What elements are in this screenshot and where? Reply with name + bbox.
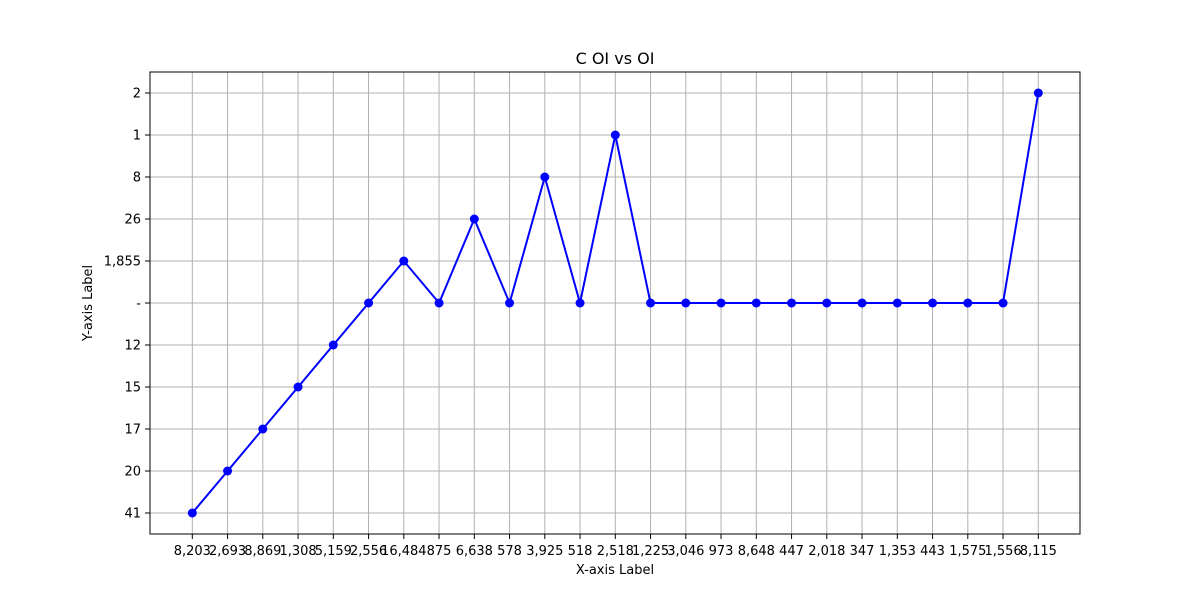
y-tick-label: 2 xyxy=(133,87,141,102)
y-tick-label: 17 xyxy=(124,423,141,438)
x-tick-label: 2,556 xyxy=(350,544,387,559)
data-point xyxy=(1033,88,1043,98)
x-tick-label: 8,203 xyxy=(174,544,211,559)
x-tick-label: 1,353 xyxy=(879,544,916,559)
x-tick-label: 1,308 xyxy=(279,544,316,559)
x-tick-label: 1,556 xyxy=(984,544,1021,559)
x-tick-label: 973 xyxy=(709,544,734,559)
series-group xyxy=(187,88,1043,518)
y-tick-label: 20 xyxy=(124,465,141,480)
data-point xyxy=(469,214,479,224)
data-point xyxy=(328,340,338,350)
data-point xyxy=(646,298,656,308)
data-point xyxy=(998,298,1008,308)
x-tick-label: 443 xyxy=(920,544,945,559)
y-axis-label: Y-axis Label xyxy=(81,265,96,342)
data-point xyxy=(822,298,832,308)
chart-title: C OI vs OI xyxy=(576,49,655,68)
data-point xyxy=(681,298,691,308)
x-tick-label: 8,648 xyxy=(738,544,775,559)
x-tick-label: 347 xyxy=(850,544,875,559)
data-point xyxy=(258,424,268,434)
x-axis-label: X-axis Label xyxy=(576,563,654,578)
x-tick-label: 447 xyxy=(779,544,804,559)
x-tick-label: 3,046 xyxy=(667,544,704,559)
y-tick-label: 26 xyxy=(124,213,141,228)
x-tick-label: 518 xyxy=(568,544,593,559)
y-tick-label: 8 xyxy=(133,171,141,186)
x-tick-label: 1,225 xyxy=(632,544,669,559)
data-point xyxy=(610,130,620,140)
x-tick-label: 2,693 xyxy=(209,544,246,559)
data-point xyxy=(540,172,550,182)
data-point xyxy=(434,298,444,308)
data-point xyxy=(892,298,902,308)
data-point xyxy=(399,256,409,266)
data-point xyxy=(857,298,867,308)
y-tick-label: 15 xyxy=(124,381,141,396)
x-tick-label: 2,018 xyxy=(808,544,845,559)
data-point xyxy=(751,298,761,308)
y-tick-label: 41 xyxy=(124,507,141,522)
data-point xyxy=(575,298,585,308)
y-tick-label: 1,855 xyxy=(104,255,141,270)
x-tick-label: 2,518 xyxy=(597,544,634,559)
y-tick-label: - xyxy=(136,297,141,312)
data-point xyxy=(364,298,374,308)
data-point xyxy=(928,298,938,308)
x-tick-label: 16,484 xyxy=(381,544,427,559)
x-tick-label: 5,159 xyxy=(315,544,352,559)
data-point xyxy=(187,508,197,518)
data-point xyxy=(223,466,233,476)
y-tick-label: 12 xyxy=(124,339,141,354)
data-point xyxy=(963,298,973,308)
x-tick-label: 875 xyxy=(427,544,452,559)
data-point xyxy=(505,298,515,308)
data-point xyxy=(716,298,726,308)
y-tick-label: 1 xyxy=(133,129,141,144)
x-tick-label: 8,869 xyxy=(244,544,281,559)
x-tick-label: 1,575 xyxy=(949,544,986,559)
x-tick-label: 6,638 xyxy=(456,544,493,559)
x-tick-label: 578 xyxy=(497,544,522,559)
x-tick-label: 3,925 xyxy=(526,544,563,559)
x-tick-label: 8,115 xyxy=(1020,544,1057,559)
data-point xyxy=(293,382,303,392)
data-point xyxy=(787,298,797,308)
